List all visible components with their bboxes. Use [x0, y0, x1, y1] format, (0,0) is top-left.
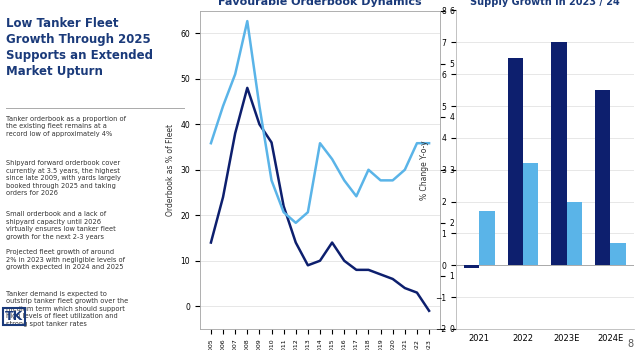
- Title: Favourable Orderbook Dynamics: Favourable Orderbook Dynamics: [218, 0, 422, 7]
- Text: TK: TK: [4, 310, 22, 323]
- Bar: [551, 42, 566, 265]
- Text: Shipyard forward orderbook cover
currently at 3.5 years, the highest
since late : Shipyard forward orderbook cover current…: [6, 160, 121, 196]
- Bar: [610, 243, 625, 265]
- Text: Projected fleet growth of around
2% in 2023 with negligible levels of
growth exp: Projected fleet growth of around 2% in 2…: [6, 249, 125, 270]
- Bar: [479, 211, 495, 265]
- Text: Low Tanker Fleet
Growth Through 2025
Supports an Extended
Market Upturn: Low Tanker Fleet Growth Through 2025 Sup…: [6, 17, 154, 78]
- Text: Tanker orderbook as a proportion of
the existing fleet remains at a
record low o: Tanker orderbook as a proportion of the …: [6, 116, 127, 136]
- Y-axis label: Shipyard Forward Cover (Years): Shipyard Forward Cover (Years): [457, 110, 466, 230]
- Text: Tanker demand is expected to
outstrip tanker fleet growth over the
medium term w: Tanker demand is expected to outstrip ta…: [6, 291, 129, 327]
- Bar: [566, 202, 582, 265]
- Bar: [464, 265, 479, 268]
- Text: Small orderbook and a lack of
shipyard capacity until 2026
virtually ensures low: Small orderbook and a lack of shipyard c…: [6, 211, 116, 240]
- Bar: [595, 90, 610, 265]
- Y-axis label: % Change Y-o-y: % Change Y-o-y: [420, 140, 429, 199]
- Bar: [508, 58, 523, 265]
- Y-axis label: Orderbook as % of Fleet: Orderbook as % of Fleet: [166, 124, 175, 216]
- Bar: [523, 163, 538, 265]
- Text: 8: 8: [627, 339, 634, 349]
- Title: Tanker Demand Set to Outstrip Fleet
Supply Growth in 2023 / 24: Tanker Demand Set to Outstrip Fleet Supp…: [444, 0, 640, 7]
